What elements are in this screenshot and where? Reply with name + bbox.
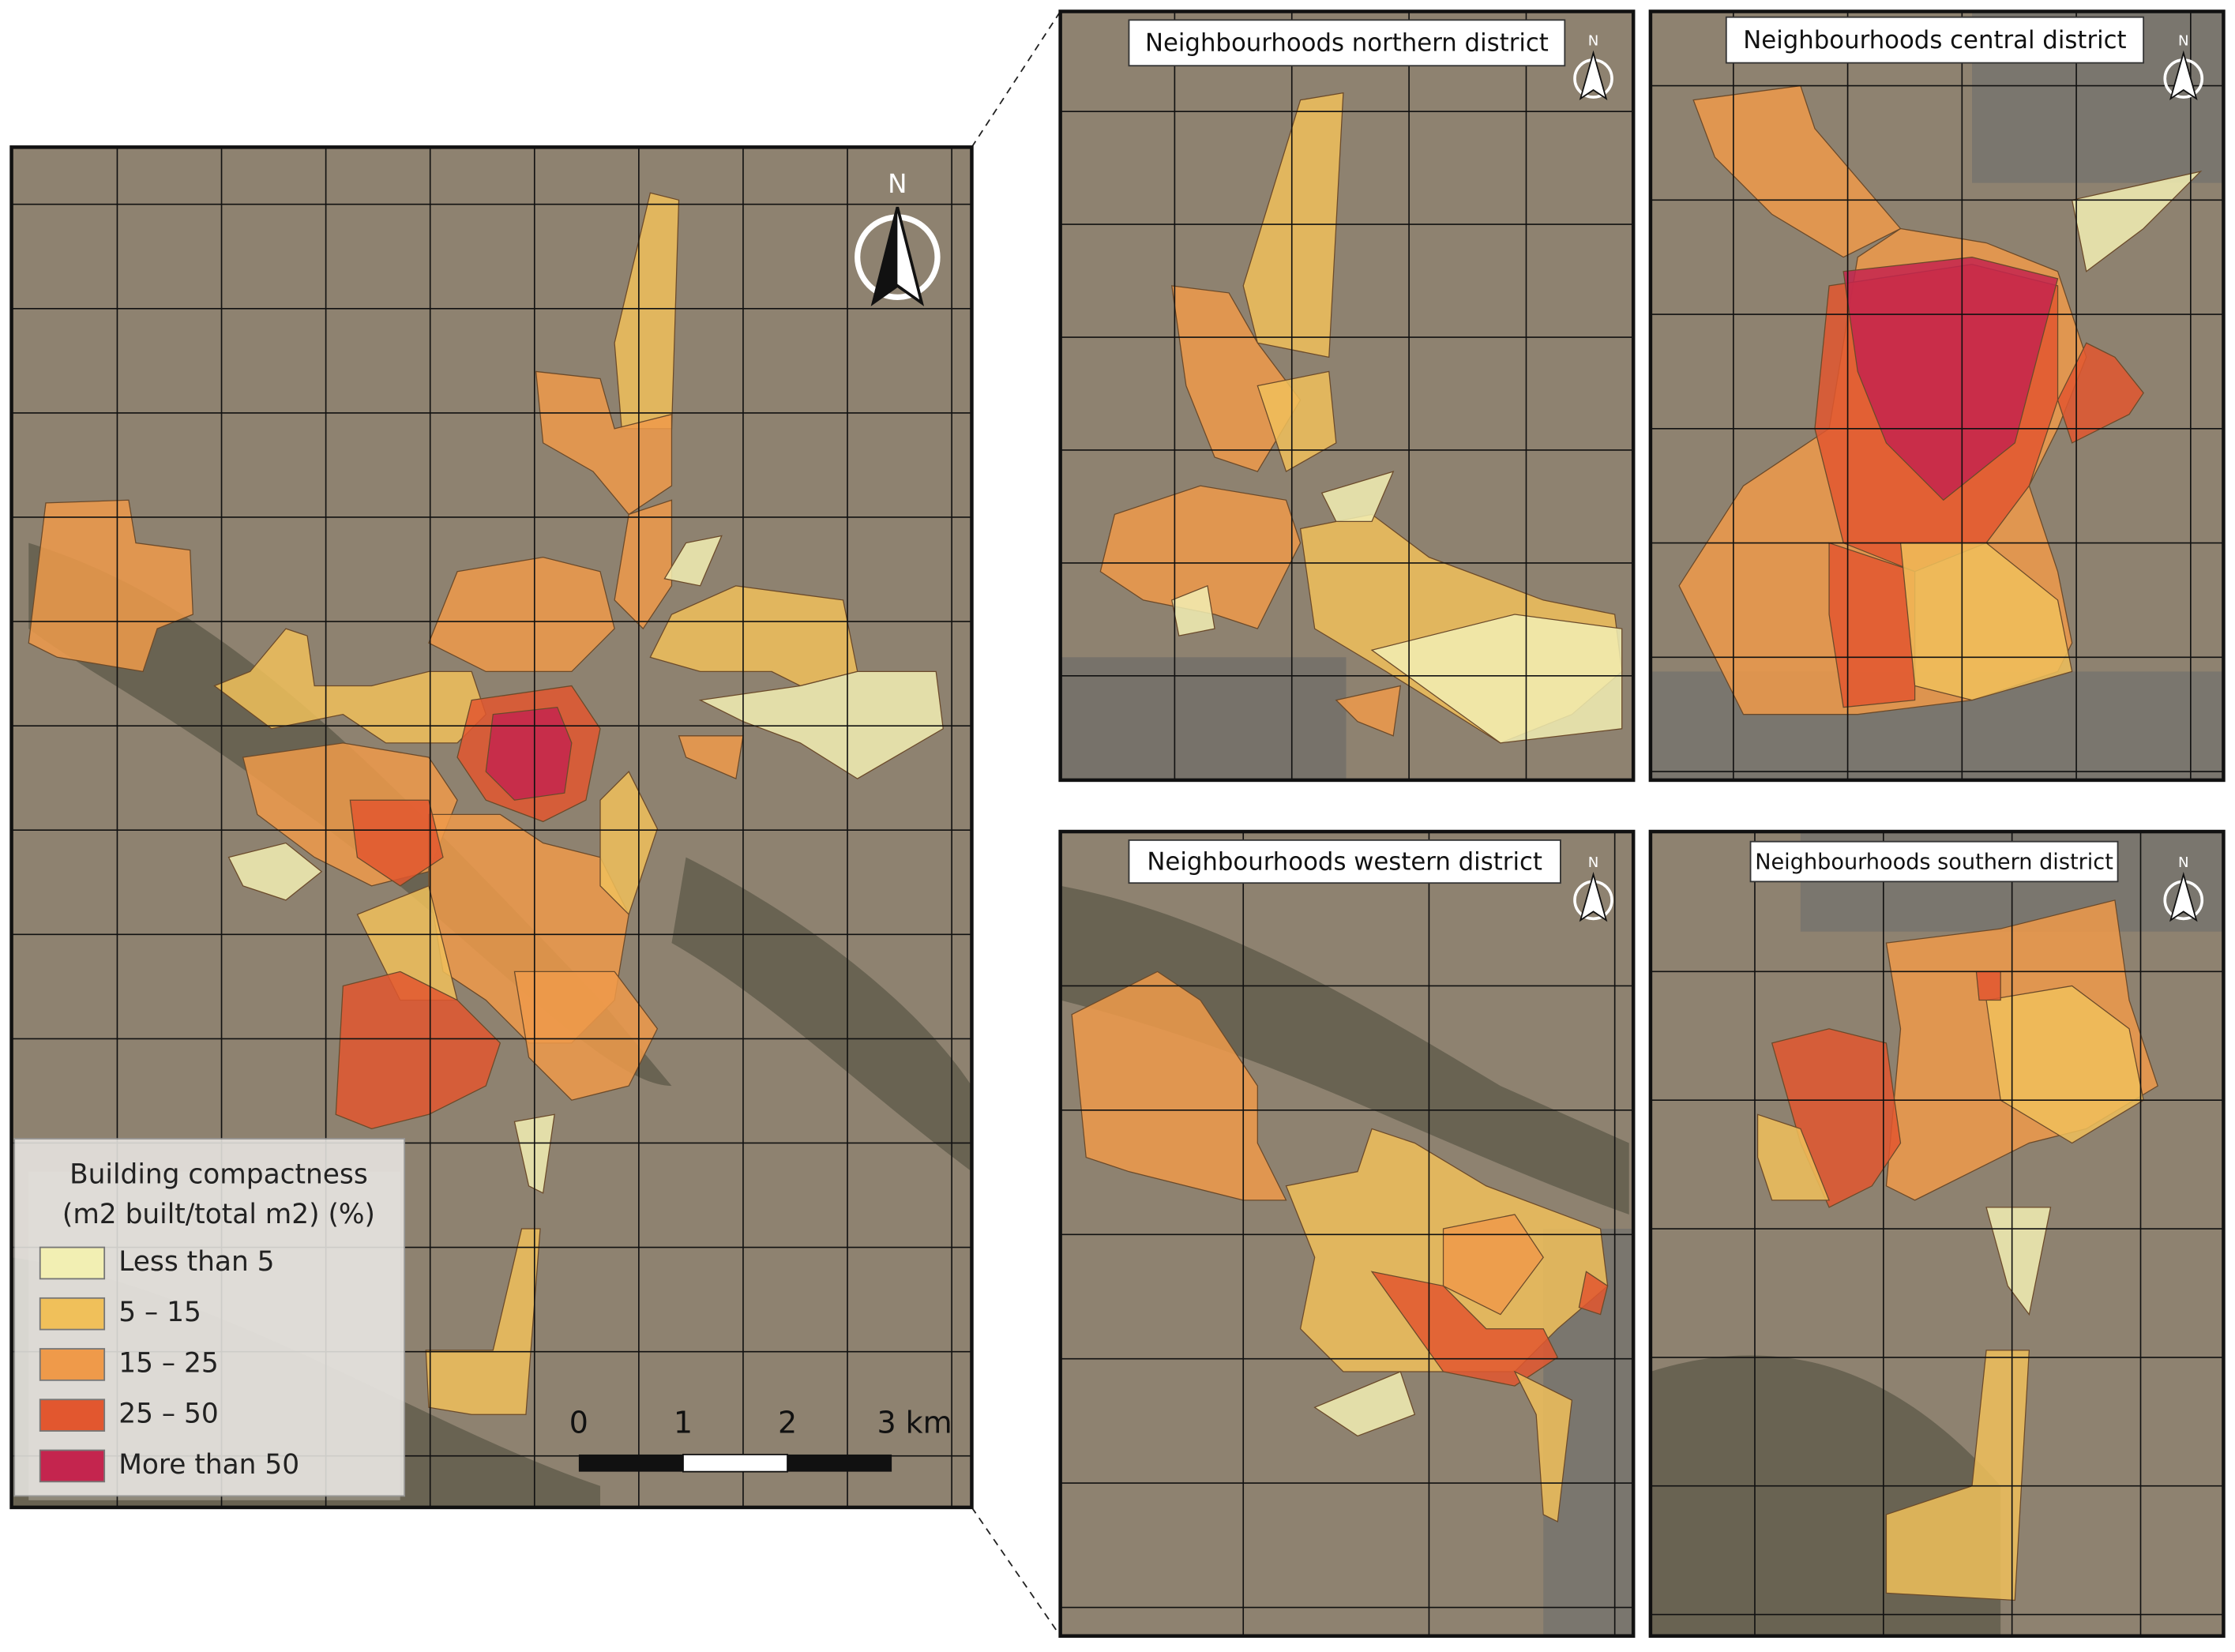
- neighbourhood: [335, 971, 501, 1130]
- neighbourhood: [1756, 1113, 1830, 1201]
- inset-title: Neighbourhoods central district: [1743, 26, 2126, 54]
- neighbourhoods: [28, 192, 944, 1415]
- legend-swatch: [39, 1297, 106, 1331]
- terrain: [671, 857, 972, 1172]
- scale-bar: 0 1 2 3 km: [569, 1405, 952, 1473]
- neighbourhood: [349, 799, 444, 887]
- inset-title-box: [1128, 19, 1566, 67]
- inset-map: [1650, 832, 2224, 1636]
- neighbourhood: [428, 557, 615, 673]
- neighbourhood: [1071, 971, 1287, 1201]
- neighbourhood: [425, 1228, 541, 1415]
- neighbourhood: [1442, 1214, 1544, 1316]
- scale-label: 1: [674, 1405, 693, 1440]
- neighbourhood: [599, 770, 659, 916]
- neighbourhood: [1335, 685, 1402, 737]
- neighbourhood: [227, 842, 323, 901]
- neighbourhood: [1370, 1271, 1559, 1387]
- legend-title: (m2 built/total m2) (%): [62, 1199, 375, 1230]
- inset-title: Neighbourhoods western district: [1147, 847, 1542, 876]
- inset-map: [1650, 11, 2224, 780]
- neighbourhood: [2057, 342, 2144, 444]
- neighbourhood: [698, 670, 944, 779]
- neighbourhood: [1171, 584, 1215, 636]
- neighbourhood: [1975, 971, 2001, 1001]
- inset-title: Neighbourhoods southern district: [1755, 850, 2113, 874]
- neighbourhood: [485, 706, 573, 801]
- legend-title: Building compactness: [69, 1159, 368, 1191]
- inset-map: [1060, 832, 1634, 1636]
- inset-frame: [1058, 9, 1636, 783]
- neighbourhood: [663, 535, 723, 587]
- urban-area: [1060, 657, 1347, 780]
- inset-frame: [1058, 829, 1636, 1638]
- neighbourhood: [1578, 1271, 1609, 1316]
- north-label: N: [2178, 32, 2189, 49]
- north-arrow: [2169, 50, 2198, 100]
- legend-label: 25 – 50: [118, 1399, 218, 1430]
- neighbourhood: [1370, 614, 1623, 744]
- connector: [971, 1507, 1061, 1637]
- north-label: N: [2178, 854, 2189, 871]
- neighbourhood: [535, 370, 673, 516]
- neighbourhood: [1692, 84, 1902, 258]
- inset-title: Neighbourhoods northern district: [1145, 29, 1549, 58]
- legend-label: 15 – 25: [118, 1347, 218, 1379]
- legend-label: More than 50: [118, 1449, 299, 1481]
- north-arrow: N: [855, 169, 941, 306]
- legend-swatch: [39, 1449, 106, 1483]
- neighbourhood: [1828, 542, 1916, 708]
- neighbourhood: [1313, 1371, 1416, 1437]
- terrain: [1060, 885, 1629, 1215]
- north-label: N: [1588, 854, 1599, 871]
- inset-frame: [1648, 829, 2226, 1638]
- scale-label: 3 km: [877, 1405, 952, 1440]
- scale-label: 0: [569, 1405, 588, 1440]
- legend-label: Less than 5: [118, 1246, 274, 1278]
- neighbourhood: [1842, 257, 2059, 501]
- neighbourhood: [1513, 1370, 1573, 1522]
- legend: Building compactness (m2 built/total m2)…: [13, 1138, 406, 1497]
- legend-swatch: [39, 1348, 106, 1381]
- legend-swatch: [39, 1246, 106, 1280]
- neighbourhood: [2071, 171, 2203, 272]
- legend-swatch: [39, 1399, 106, 1432]
- neighbourhood: [1099, 485, 1302, 629]
- north-label: N: [1588, 32, 1599, 49]
- scale-segment: [578, 1454, 683, 1472]
- inset-title-box: [1725, 16, 2145, 64]
- neighbourhood: [1985, 1207, 2052, 1316]
- main-map-frame: [9, 145, 974, 1510]
- neighbourhood: [513, 971, 659, 1101]
- inset-frame: [1648, 9, 2226, 783]
- neighbourhood: [1320, 471, 1395, 523]
- scale-segment: [787, 1454, 892, 1472]
- inset-title-box: [1749, 840, 2119, 883]
- neighbourhood: [678, 735, 744, 780]
- scale-segment: [682, 1454, 788, 1473]
- connector: [971, 10, 1061, 148]
- inset-map: [1060, 11, 1634, 780]
- neighbourhood: [213, 628, 486, 744]
- neighbourhood: [614, 499, 673, 630]
- north-label: N: [888, 169, 907, 199]
- inset-title-box: [1128, 839, 1561, 884]
- north-arrow: [2169, 871, 2198, 922]
- legend-label: 5 – 15: [118, 1297, 201, 1328]
- north-arrow: [1579, 50, 1608, 100]
- neighbourhood: [1242, 92, 1344, 359]
- scale-label: 2: [778, 1405, 797, 1440]
- north-arrow: [1579, 871, 1608, 922]
- inset-titles: Neighbourhoods northern district N Neighbo…: [1128, 16, 2204, 922]
- neighbourhood: [1256, 370, 1337, 473]
